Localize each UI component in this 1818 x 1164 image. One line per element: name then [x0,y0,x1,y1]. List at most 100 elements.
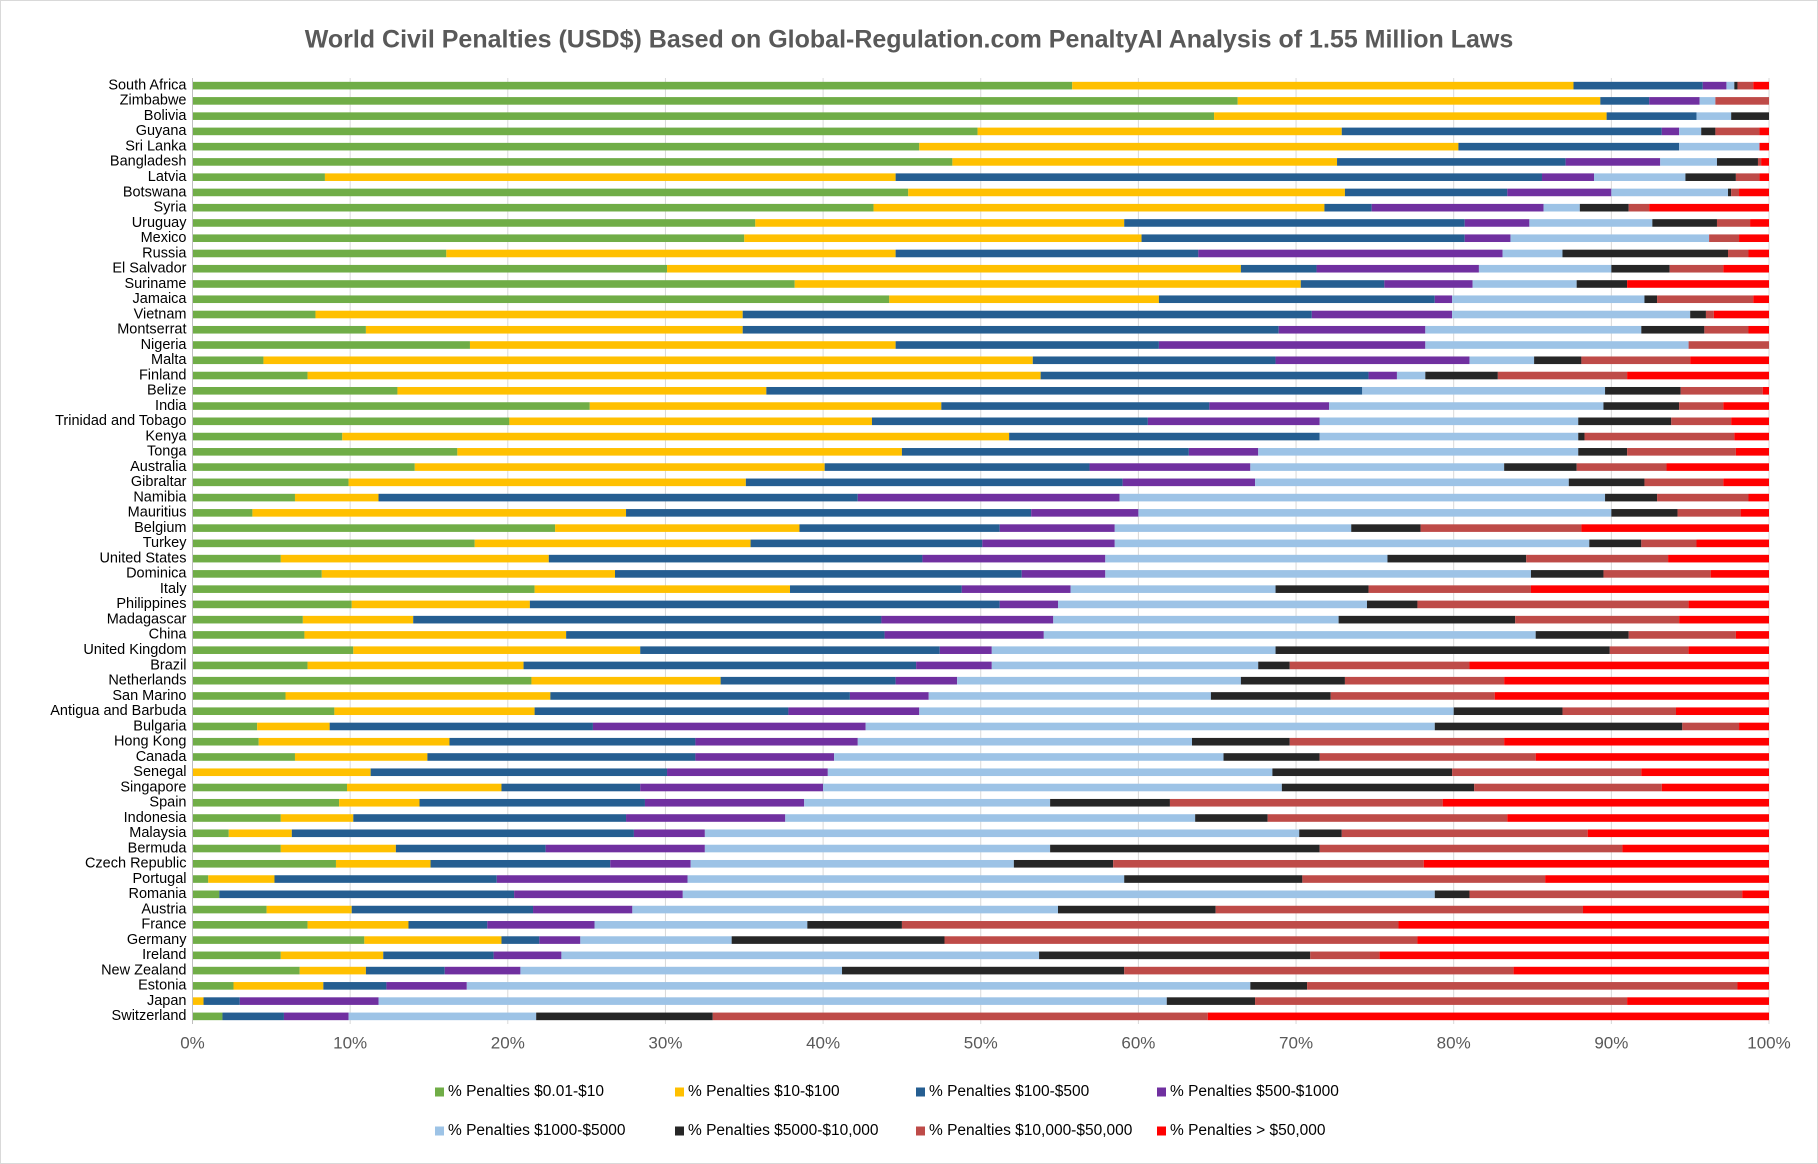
bar-segment [1472,280,1577,288]
bar-segment [342,432,1010,441]
bar-segment [1739,234,1769,243]
bar-segment [192,402,590,410]
bar-segment [192,966,300,975]
bar-segment [1425,325,1642,334]
bar-segment [589,402,942,410]
bar-segment [192,661,308,670]
bar-segment [745,478,1123,487]
bar-segment [192,158,953,166]
bar-segment [1562,249,1729,258]
bar-segment [957,676,1241,685]
bar-segment [1452,310,1691,319]
bar-segment [794,280,1301,288]
bar-segment [378,493,858,502]
bar-segment [1715,127,1760,136]
bar-segment [1122,478,1256,487]
bar-segment [192,676,532,685]
bar-segment [742,310,1312,319]
bar-segment [1319,432,1579,441]
legend-swatch [435,1126,444,1136]
bar-segment [550,692,850,700]
y-tick-label: Jamaica [133,291,188,307]
bar-segment [1469,356,1535,365]
bar-segment [378,997,1167,1005]
y-tick-label: Portugal [132,871,186,887]
legend-swatch [1157,1126,1166,1136]
bar-segment [555,524,800,532]
bar-segment [1677,509,1741,517]
bar-segment [1675,707,1769,716]
legend-label: % Penalties > $50,000 [1170,1122,1326,1139]
bar-segment [1688,341,1769,349]
bar-segment [1735,631,1769,639]
bar-segment [1657,493,1749,502]
bar-segment [192,112,1215,120]
bar-segment [413,615,882,624]
bar-segment [1652,219,1717,227]
bar-segment [192,1012,223,1021]
bar-segment [192,722,258,731]
bar-segment [1759,173,1769,181]
bar-segment [192,844,281,853]
bar-segment [626,509,1032,517]
bar-segment [192,295,890,304]
bar-segment [192,371,308,380]
bar-segment [788,707,920,716]
y-tick-label: Italy [160,581,187,597]
bar-segment [1740,509,1769,517]
bar-segment [615,570,1022,578]
bar-segment [192,936,365,944]
bar-segment [1299,829,1342,838]
bar-segment [531,676,721,685]
bar-segment [1573,81,1703,90]
bar-segment [203,997,240,1005]
legend-label: % Penalties $100-$500 [929,1083,1090,1100]
bar-segment [1371,203,1544,212]
bar-segment [1478,264,1612,273]
bar-segment [414,463,825,471]
bar-segment [534,585,790,593]
bar-segment [1609,646,1689,654]
bar-segment [640,783,824,792]
bar-segment [457,448,902,456]
bar-segment [539,936,581,944]
bar-segment [294,493,379,502]
bar-segment [857,493,1120,502]
bar-segment [1690,356,1769,365]
bar-segment [1504,737,1769,746]
bar-segment [1644,295,1658,304]
bar-segment [1735,173,1760,181]
bar-segment [1275,585,1369,593]
bar-segment [704,829,1300,838]
x-tick-label: 30% [648,1033,682,1052]
bar-segment [1113,859,1424,868]
bar-segment [299,966,366,975]
bar-segment [1605,493,1658,502]
bar-segment [1192,737,1290,746]
bar-segment [1611,509,1678,517]
x-tick-label: 0% [180,1033,205,1052]
bar-segment [1311,310,1453,319]
bar-segment [1713,310,1769,319]
legend-swatch [675,1126,684,1136]
bar-segment [364,936,502,944]
bar-segment [449,737,696,746]
y-tick-label: South Africa [108,77,187,93]
bar-segment [1319,844,1623,853]
y-tick-label: Malta [151,352,187,368]
bar-segment [1529,219,1653,227]
bar-segment [283,1012,349,1021]
bar-segment [1032,356,1276,365]
x-tick-label: 90% [1594,1033,1628,1052]
bar-segment [1425,371,1498,380]
bar-segment [1009,432,1320,441]
bar-segment [1605,386,1681,395]
bar-segment [1723,402,1769,410]
bar-segment [1603,402,1680,410]
y-tick-label: Guyana [136,123,188,139]
bar-segment [566,631,885,639]
bar-segment [397,386,767,395]
bar-segment [1387,554,1527,563]
bar-segment [258,737,450,746]
y-tick-label: Syria [153,200,187,216]
